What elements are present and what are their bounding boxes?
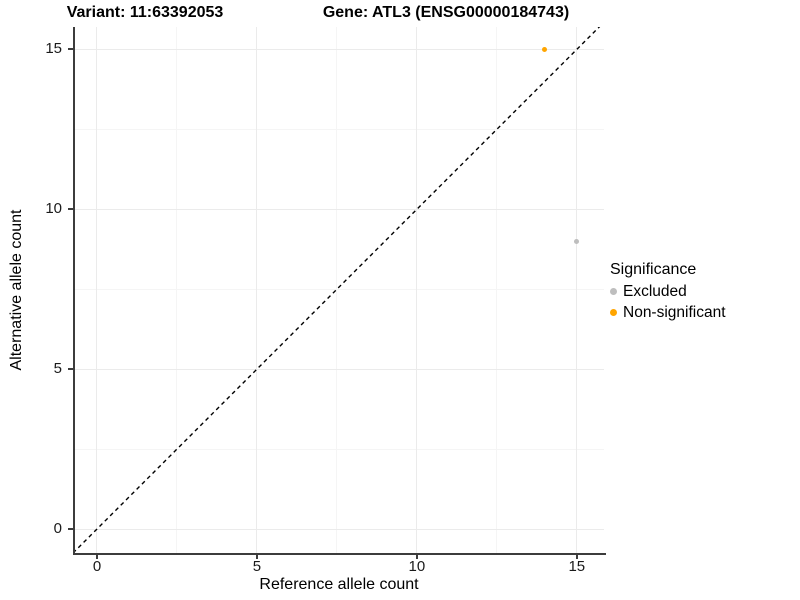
data-point-non-significant xyxy=(542,46,548,52)
x-tick-mark xyxy=(575,555,578,559)
variant-title: Variant: 11:63392053 xyxy=(66,4,224,21)
y-tick-mark xyxy=(68,208,73,211)
y-tick-mark xyxy=(68,48,73,51)
legend: Significance Excluded Non-significant xyxy=(610,260,798,323)
data-point-excluded xyxy=(574,238,580,244)
x-tick-label: 15 xyxy=(568,558,586,575)
y-tick-mark xyxy=(68,368,73,371)
y-tick-mark xyxy=(68,528,73,531)
plot-panel xyxy=(73,27,604,553)
x-axis-title: Reference allele count xyxy=(259,576,419,593)
x-major-gridline xyxy=(416,27,418,553)
x-major-gridline xyxy=(576,27,578,553)
x-tick-label: 5 xyxy=(252,558,262,575)
y-major-gridline xyxy=(73,528,604,530)
y-minor-gridline xyxy=(73,128,604,130)
legend-title: Significance xyxy=(610,261,697,278)
legend-label-excluded: Excluded xyxy=(623,282,687,300)
y-tick-label: 0 xyxy=(53,520,62,538)
x-major-gridline xyxy=(256,27,258,553)
y-tick-label: 10 xyxy=(45,200,62,218)
y-tick-label: 5 xyxy=(53,360,62,378)
x-minor-gridline xyxy=(176,27,178,553)
x-minor-gridline xyxy=(336,27,338,553)
x-axis-line xyxy=(73,553,606,555)
y-major-gridline xyxy=(73,48,604,50)
x-tick-label: 10 xyxy=(408,558,426,575)
y-axis-line xyxy=(73,27,75,555)
y-minor-gridline xyxy=(73,288,604,290)
x-tick-mark xyxy=(415,555,418,559)
x-tick-mark xyxy=(255,555,258,559)
y-major-gridline xyxy=(73,208,604,210)
non-significant-point-icon xyxy=(610,309,617,316)
identity-dashed-line xyxy=(73,27,601,553)
x-minor-gridline xyxy=(496,27,498,553)
x-tick-label: 0 xyxy=(92,558,102,575)
legend-item-non-significant: Non-significant xyxy=(610,302,798,323)
y-axis-title: Alternative allele count xyxy=(8,209,25,371)
y-tick-label: 15 xyxy=(45,40,62,58)
legend-item-excluded: Excluded xyxy=(610,281,798,302)
legend-label-non-significant: Non-significant xyxy=(623,303,726,321)
y-major-gridline xyxy=(73,368,604,370)
x-major-gridline xyxy=(96,27,98,553)
x-tick-mark xyxy=(95,555,98,559)
y-minor-gridline xyxy=(73,448,604,450)
excluded-point-icon xyxy=(610,288,617,295)
gene-title: Gene: ATL3 (ENSG00000184743) xyxy=(322,4,570,21)
